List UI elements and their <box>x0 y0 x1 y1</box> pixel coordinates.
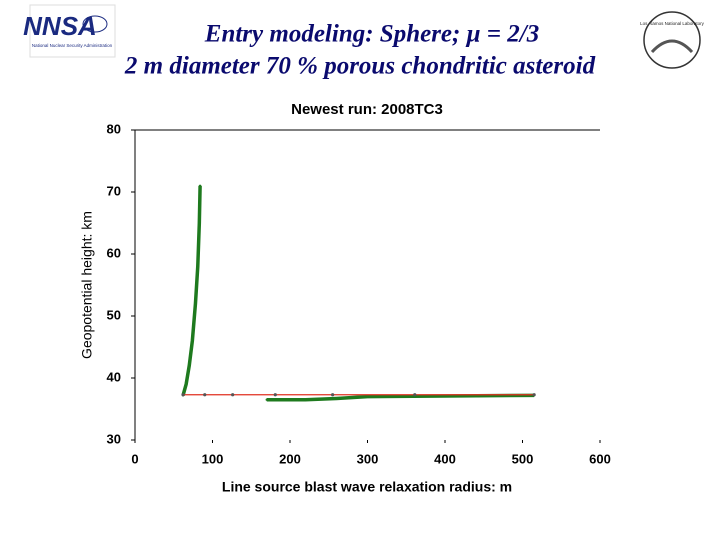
series-point <box>198 221 201 225</box>
x-tick-label: 0 <box>131 451 138 466</box>
slide-subtitle: 2 m diameter 70 % porous chondritic aste… <box>124 53 596 80</box>
series-point <box>203 393 207 397</box>
series-point <box>366 395 369 398</box>
y-tick-label: 30 <box>107 431 121 446</box>
series-point <box>331 393 335 397</box>
y-tick-label: 60 <box>107 245 121 260</box>
series-point <box>413 393 417 397</box>
x-tick-label: 300 <box>357 451 379 466</box>
series-point <box>443 394 447 398</box>
series-point <box>231 393 235 397</box>
series-point <box>184 383 188 386</box>
series-point <box>198 184 202 187</box>
series-point <box>188 364 191 367</box>
series-point <box>181 393 185 397</box>
chart-title: Newest run: 2008TC3 <box>291 101 443 118</box>
nnsa-logo: NNSA <box>23 11 97 41</box>
lanl-bridge <box>650 39 694 54</box>
x-tick-label: 100 <box>202 451 224 466</box>
series-point <box>304 398 307 401</box>
series-point <box>265 398 268 401</box>
series-point <box>273 393 277 397</box>
y-tick-label: 50 <box>107 307 121 322</box>
y-tick-label: 40 <box>107 369 121 384</box>
x-axis-label: Line source blast wave relaxation radius… <box>222 479 512 495</box>
series-point <box>194 302 197 305</box>
lanl-text: Los Alamos National Laboratory <box>640 21 705 26</box>
x-tick-label: 400 <box>434 451 456 466</box>
atom-icon <box>82 15 108 33</box>
series-point <box>532 393 536 397</box>
series-line <box>181 185 535 402</box>
nnsa-subtitle: National Nuclear Security Administration <box>32 43 113 48</box>
y-tick-label: 80 <box>107 121 121 136</box>
series-point <box>196 265 199 268</box>
series-point <box>191 339 194 342</box>
slide-title: Entry modeling: Sphere; μ = 2/3 <box>204 21 539 48</box>
x-tick-label: 200 <box>279 451 301 466</box>
x-tick-label: 600 <box>589 451 611 466</box>
y-axis-label: Geopotential height: km <box>79 211 95 359</box>
x-tick-label: 500 <box>512 451 534 466</box>
y-tick-label: 70 <box>107 183 121 198</box>
series-point <box>335 397 338 400</box>
